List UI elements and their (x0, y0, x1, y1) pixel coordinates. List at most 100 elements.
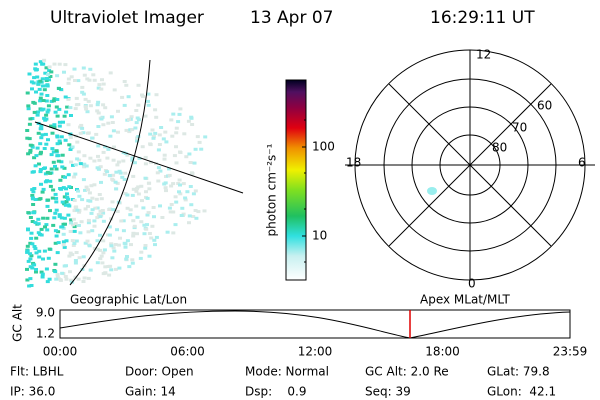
date: 13 Apr 07 (250, 8, 333, 28)
pixel (125, 255, 129, 258)
time-label: 00:00 (43, 345, 78, 359)
pixel (131, 231, 136, 235)
pixel (83, 97, 88, 101)
pixel (25, 244, 30, 248)
lat-label: 60 (537, 99, 552, 113)
pixel (76, 189, 80, 193)
pixel (81, 92, 86, 96)
pixel (95, 109, 100, 113)
pixel (84, 185, 89, 189)
pixel (28, 252, 33, 256)
pixel (31, 170, 36, 174)
pixel (143, 155, 148, 159)
pixel (118, 236, 122, 240)
pixel (72, 198, 77, 202)
pixel (46, 256, 51, 260)
pixel (112, 249, 117, 253)
pixel (37, 255, 42, 259)
pixel (165, 230, 170, 234)
pixel (146, 103, 151, 107)
pixel (65, 192, 69, 196)
pixel (98, 233, 102, 237)
pixel (78, 131, 83, 135)
pixel (89, 184, 94, 188)
pixel (63, 95, 68, 99)
pixel (45, 170, 50, 174)
pixel (44, 113, 49, 117)
pixel (187, 214, 192, 218)
pixel (96, 100, 101, 104)
pixel (70, 239, 75, 243)
pixel (61, 186, 66, 190)
pixel (81, 66, 86, 70)
pixel (109, 115, 114, 119)
pixel (25, 278, 30, 282)
pixel (86, 188, 90, 192)
time-label: 18:00 (425, 345, 460, 359)
pixel (51, 99, 56, 103)
pixel (135, 139, 139, 143)
pixel (59, 187, 64, 191)
pixel (106, 147, 111, 151)
pixel (39, 136, 44, 140)
pixel (31, 211, 36, 215)
pixel (144, 227, 149, 231)
pixel (45, 204, 50, 208)
pixel (105, 156, 110, 160)
pixel (47, 78, 51, 82)
pixel (62, 166, 67, 170)
pixel (122, 178, 127, 181)
pixel (189, 203, 194, 207)
pixel (40, 272, 45, 276)
pixel (114, 170, 119, 174)
pixel (47, 69, 52, 73)
pixel (66, 173, 71, 177)
pixel (52, 123, 57, 127)
pixel (189, 171, 194, 175)
pixel (40, 190, 45, 194)
pixel (99, 197, 104, 201)
pixel (112, 145, 116, 149)
pixel (80, 126, 85, 130)
pixel (47, 247, 52, 251)
pixel (90, 196, 95, 200)
pixel (45, 280, 50, 284)
pixel (81, 178, 86, 182)
pixel (71, 217, 76, 221)
pixel (53, 262, 58, 266)
pixel (72, 225, 77, 229)
pixel (161, 137, 166, 141)
pixel (113, 267, 118, 271)
pixel (76, 224, 81, 227)
pixel (28, 241, 33, 245)
pixel (102, 172, 107, 176)
pixel (101, 239, 106, 243)
pixel (135, 116, 140, 120)
pixel (86, 204, 90, 208)
pixel (74, 96, 79, 100)
pixel (66, 123, 71, 127)
pixel (168, 210, 173, 214)
pixel (65, 196, 70, 199)
pixel (63, 63, 68, 67)
pixel (108, 71, 113, 75)
pixel (129, 115, 134, 119)
pixel (130, 258, 135, 262)
pixel (25, 136, 30, 140)
pixel (96, 86, 101, 90)
pixel (148, 132, 153, 136)
pixel (98, 165, 103, 169)
pixel (36, 110, 40, 114)
pixel (154, 93, 159, 97)
pixel (164, 140, 169, 144)
pixel (164, 189, 168, 193)
pixel (26, 107, 31, 111)
pixel (30, 194, 35, 197)
pixel (52, 97, 57, 101)
pixel (163, 186, 168, 190)
uv-image (25, 58, 208, 288)
pixel (101, 103, 106, 107)
pixel (45, 94, 50, 97)
pixel (34, 68, 39, 72)
pixel (69, 218, 74, 222)
